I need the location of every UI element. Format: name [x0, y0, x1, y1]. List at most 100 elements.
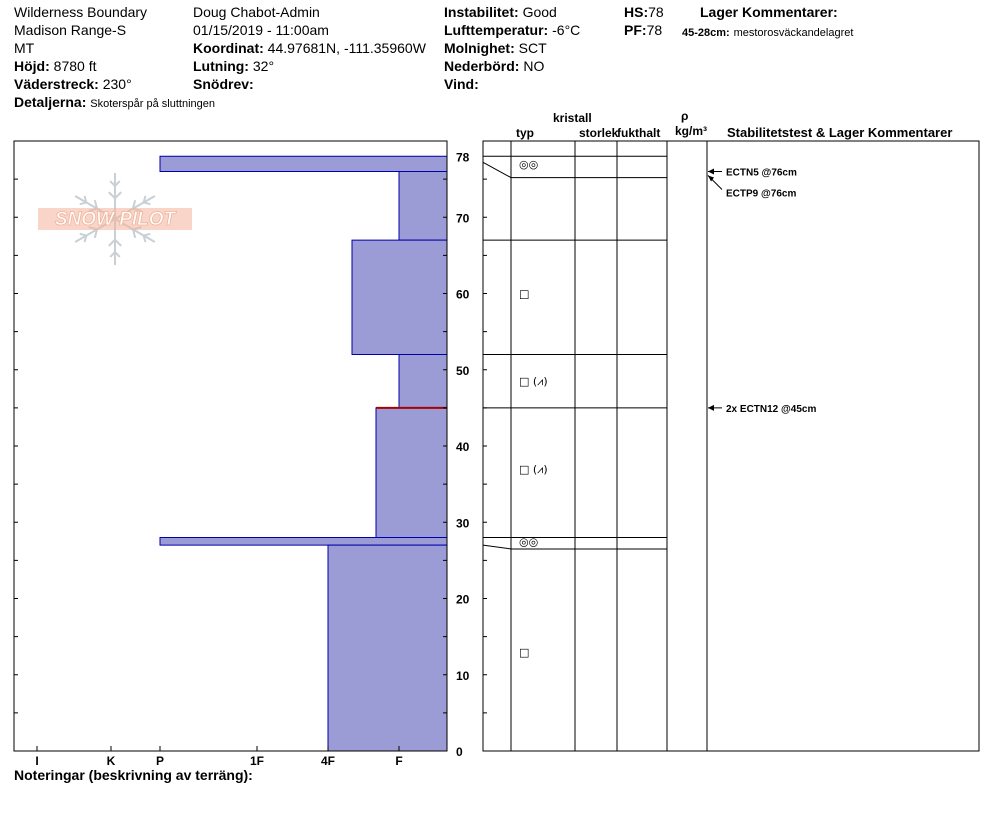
slope-label: Lutning: [193, 58, 249, 74]
layer-table-lines [482, 141, 708, 751]
wind-label: Vind: [444, 76, 479, 92]
col-density-unit: kg/m³ [675, 124, 708, 138]
snowflake-branch [114, 180, 121, 187]
y-tick-label: 0 [456, 745, 463, 759]
test-arrowhead [708, 175, 714, 182]
logo-text: SNOW PILOT [55, 209, 177, 230]
col-size: storlek [579, 126, 619, 140]
y-tick-label: 78 [456, 150, 470, 164]
hardness-bar [398, 354, 448, 409]
precip-label: Nederbörd: [444, 58, 520, 74]
elevation-value: 8780 ft [53, 58, 97, 74]
stability-tests: ECTN5 @76cm ECTP9 @76cm 2x ECTN12 @45cm [707, 168, 816, 415]
hs-value: 78 [648, 4, 664, 20]
snowflake-branch [131, 229, 137, 239]
snowdrift-label: Snödrev: [193, 76, 254, 92]
y-tick-label: 10 [456, 669, 470, 683]
air-temperature: Lufttemperatur: -6°C [444, 22, 580, 38]
snowflake-branch [109, 180, 116, 187]
stability-value: Good [522, 4, 557, 20]
snowflake-branch [114, 251, 121, 258]
y-tick-label: 60 [456, 288, 470, 302]
y-tick-label: 50 [456, 364, 470, 378]
grain-symbols: ◎◎ □ □ (⩘) □ (⩘) ◎◎ □ [519, 158, 548, 659]
grain-symbol: □ (⩘) [519, 463, 548, 476]
snowflake-branch [114, 238, 122, 247]
stability-test-label: ECTP9 @76cm [726, 189, 796, 200]
x-tick-label: 4F [321, 754, 335, 768]
observer: Doug Chabot-Admin [193, 4, 320, 20]
details-label: Detaljerna: [14, 94, 87, 110]
airtemp-value: -6°C [552, 22, 581, 38]
layer-table-frame [482, 140, 980, 752]
layer-boundary [482, 161, 667, 179]
x-tick-label: 1F [250, 754, 264, 768]
elevation-label: Höjd: [14, 58, 50, 74]
snowflake-branch [83, 195, 88, 203]
x-tick-label: P [156, 754, 164, 768]
y-tick-label: 40 [456, 440, 470, 454]
snow-height: HS:78 [624, 4, 664, 20]
x-tick-label: I [35, 754, 38, 768]
snowflake-branch [142, 195, 147, 203]
grain-symbol: ◎◎ [519, 535, 538, 548]
aspect: Väderstreck: 230° [14, 76, 132, 92]
left-ticks [14, 178, 487, 752]
snowflake-branch [79, 232, 87, 237]
x-tick-label: K [107, 754, 116, 768]
mountain-range: Madison Range-S [14, 22, 127, 38]
logo-band [38, 208, 192, 230]
grain-symbol: □ [519, 288, 529, 301]
coordinates: Koordinat: 44.97681N, -111.35960W [193, 40, 426, 56]
snowflake-branch [109, 251, 116, 258]
x-tick-label: F [395, 754, 402, 768]
snowflake-branch [93, 199, 99, 209]
hardness-bar [351, 239, 448, 355]
hardness-bars [159, 155, 448, 752]
state: MT [14, 40, 35, 56]
hardness-bar [327, 544, 448, 752]
x-axis-labels: I K P 1F 4F F [35, 746, 403, 768]
snowflake-branch [131, 199, 137, 209]
snowflake-branch [93, 229, 99, 239]
y-axis-labels: 0 10 20 30 40 50 60 70 78 [456, 150, 470, 759]
snowflake-branch [143, 232, 151, 237]
hardness-bar [159, 537, 448, 546]
hs-label: HS: [624, 4, 649, 20]
layer-comment: 45-28cm: mestorosväckandelagret [682, 23, 853, 41]
test-arrowhead [708, 168, 714, 175]
snowflake-branch [114, 191, 122, 200]
hardness-bar [159, 155, 448, 172]
slope-value: 32° [252, 58, 275, 74]
col-crystal: kristall [553, 111, 592, 125]
wind: Vind: [444, 76, 479, 92]
coord-label: Koordinat: [193, 40, 264, 56]
location: Wilderness Boundary [14, 4, 148, 20]
snowflake-branch [83, 235, 88, 243]
grain-symbol: □ (⩘) [519, 375, 548, 388]
snowflake-branch [143, 201, 151, 206]
sky-value: SCT [518, 40, 547, 56]
penetration: PF:78 [624, 22, 662, 38]
snowflake-branch [108, 238, 116, 247]
grain-symbol: □ [519, 646, 529, 659]
pf-value: 78 [646, 22, 663, 38]
details-value: Skoterspår på sluttningen [90, 98, 215, 110]
coord-value: 44.97681N, -111.35960W [267, 40, 426, 56]
notes-label: Noteringar (beskrivning av terräng): [14, 767, 253, 783]
col-stability: Stabilitetstest & Lager Kommentarer [727, 125, 953, 140]
col-type: typ [516, 126, 534, 140]
snowpilot-logo: SNOW PILOT [38, 173, 192, 265]
layer-comments-title: Lager Kommentarer: [700, 4, 838, 20]
sky-label: Molnighet: [444, 40, 515, 56]
layer-comment-text: mestorosväckandelagret [733, 27, 854, 39]
stability-test-label: 2x ECTN12 @45cm [726, 404, 816, 415]
stability-label: Instabilitet: [444, 4, 519, 20]
stability-test-label: ECTN5 @76cm [726, 168, 797, 179]
col-rho: ρ [681, 109, 689, 123]
y-tick-label: 20 [456, 593, 470, 607]
precip-value: NO [523, 58, 545, 74]
snowdrift: Snödrev: [193, 76, 254, 92]
layer-comment-depth: 45-28cm: [682, 27, 730, 39]
stability: Instabilitet: Good [444, 4, 557, 20]
